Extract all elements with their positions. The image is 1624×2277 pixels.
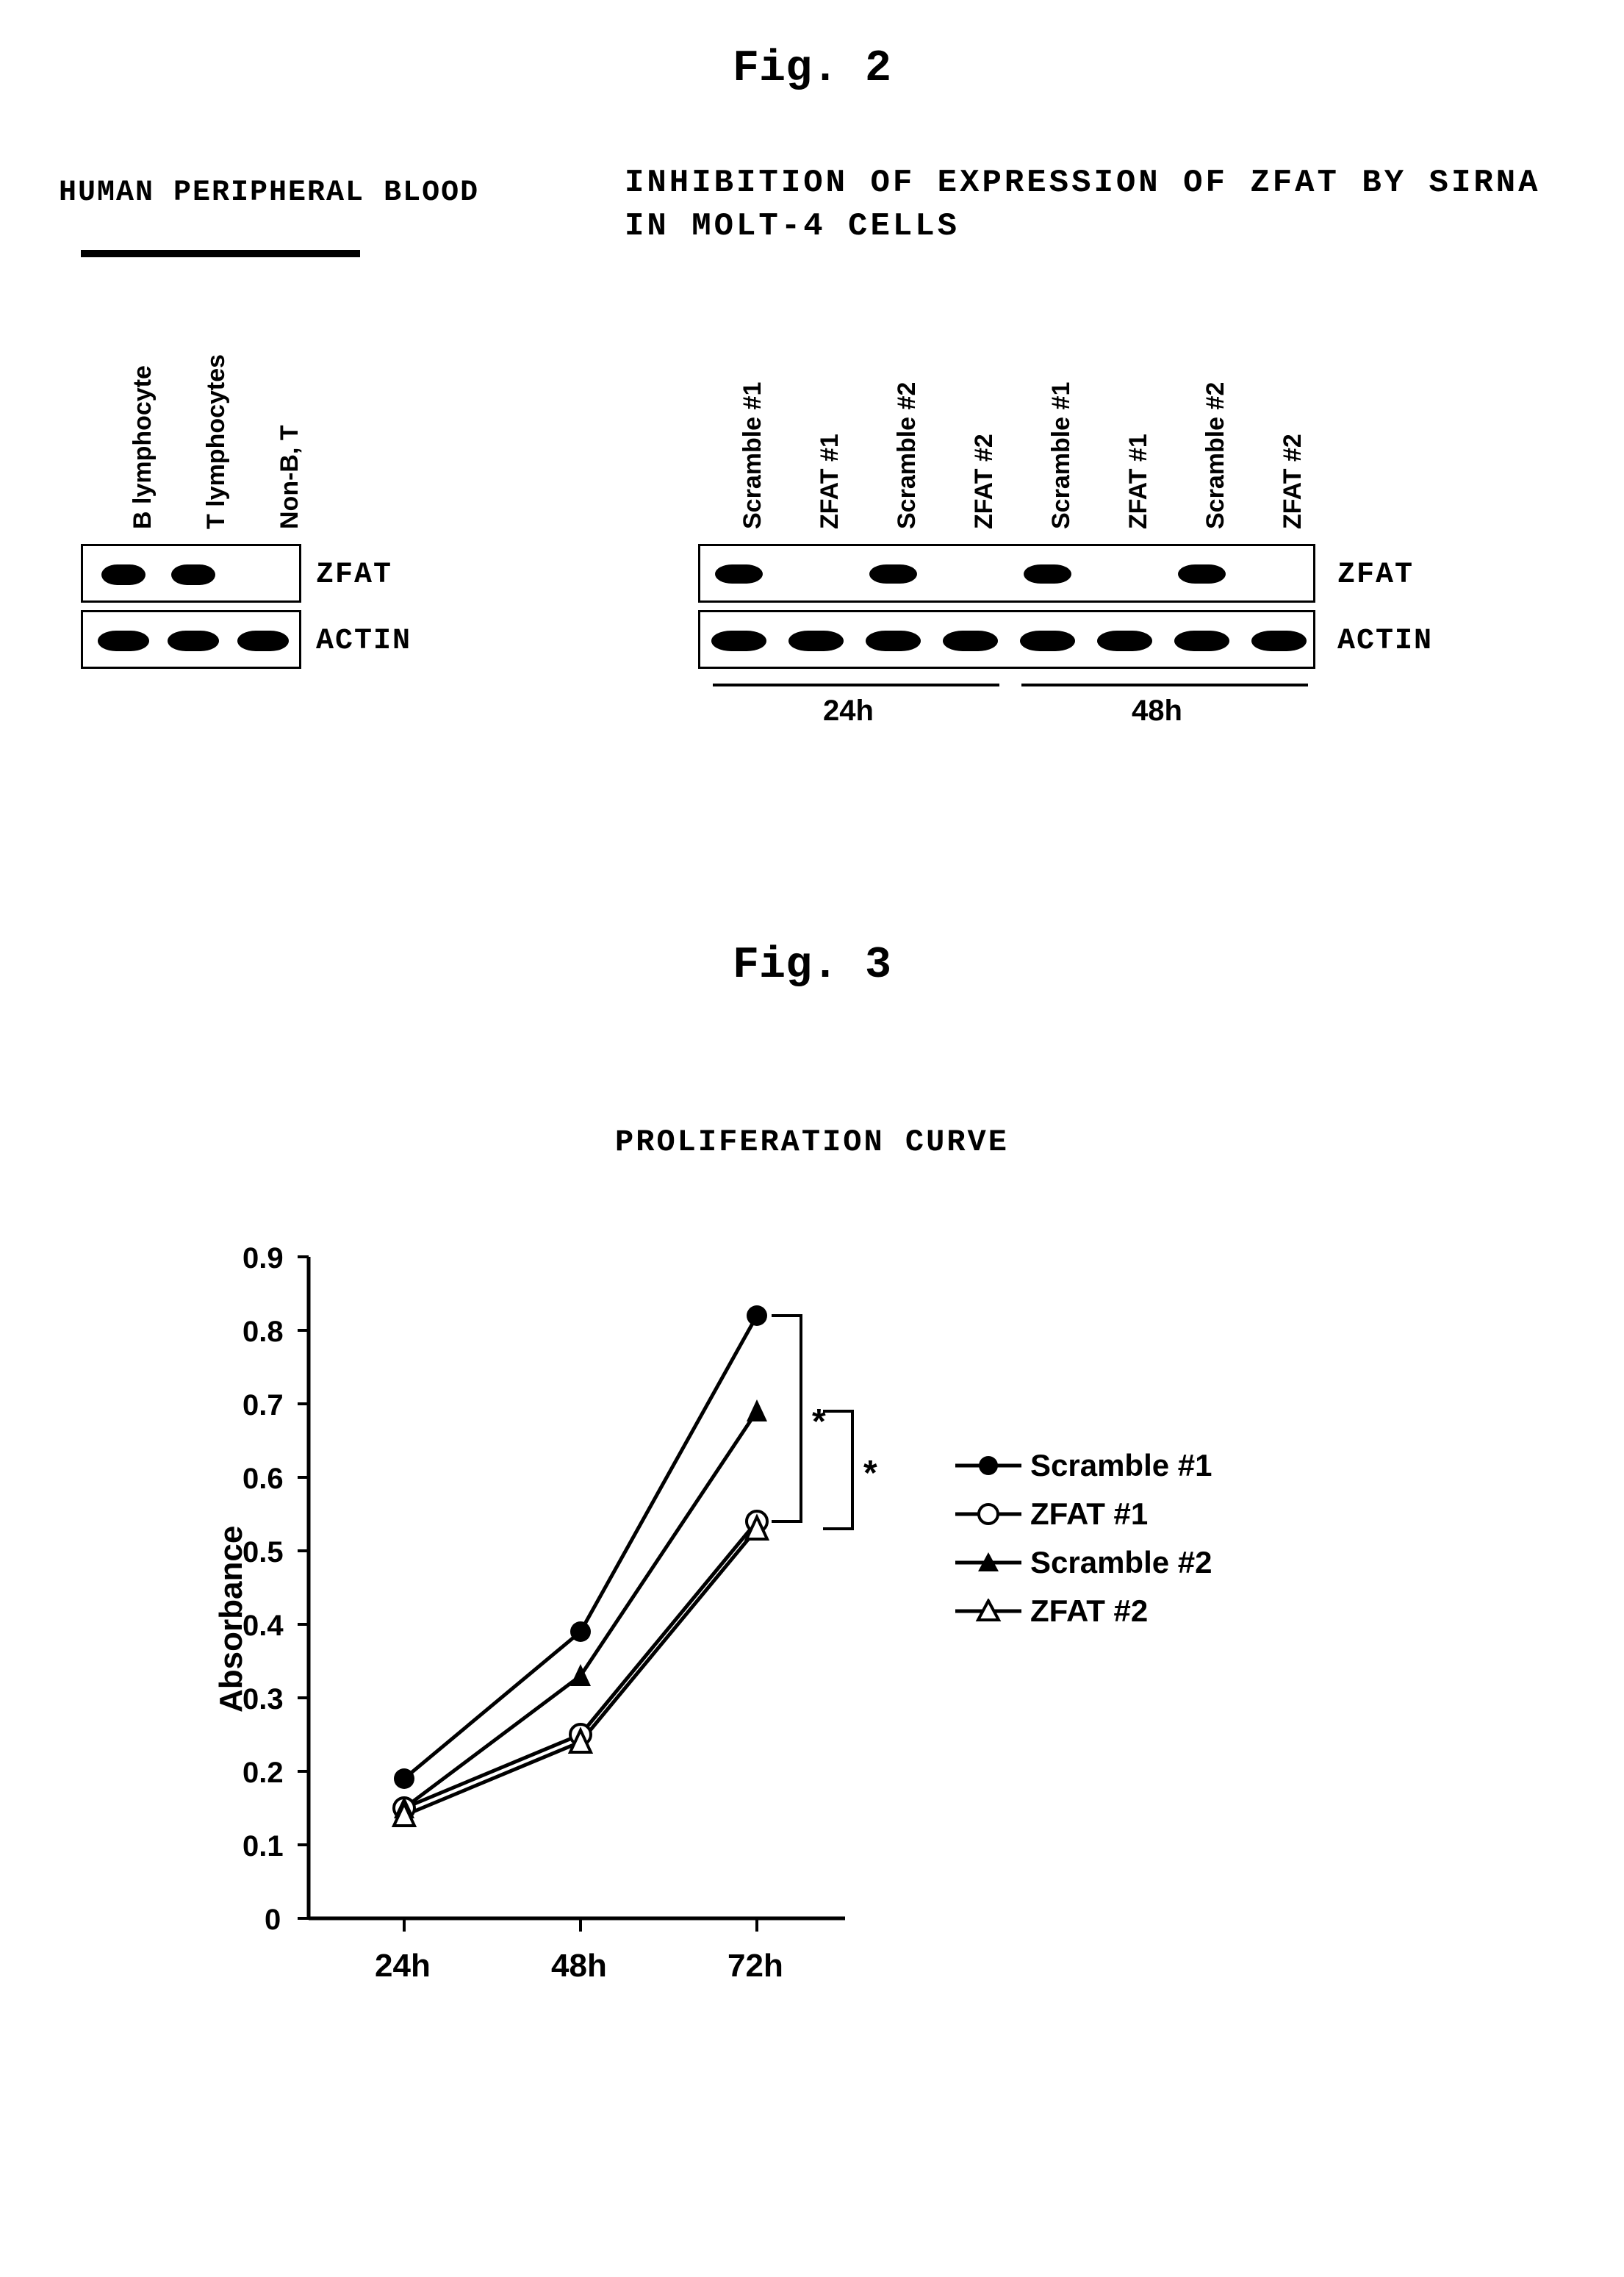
fig3-label: Fig. 3 [0, 941, 1624, 991]
legend-label: ZFAT #1 [1030, 1496, 1148, 1532]
blot-band [1020, 631, 1075, 651]
blot-band [1174, 631, 1229, 651]
fig2-right-actin-label: ACTIN [1337, 625, 1433, 658]
blot-band [869, 564, 917, 584]
ytick-1: 0.1 [242, 1830, 284, 1863]
ytick-0: 0 [265, 1904, 281, 1937]
ytick-6: 0.6 [242, 1463, 284, 1496]
fig2-time-2: 48h [1132, 695, 1182, 728]
blot-band [711, 631, 766, 651]
fig2-left-title: HUMAN PERIPHERAL BLOOD [59, 176, 479, 209]
legend-item-1: ZFAT #1 [955, 1496, 1212, 1532]
legend-marker-triangle-filled [955, 1550, 1021, 1575]
blot-band [788, 631, 844, 651]
blot-band [1178, 564, 1226, 584]
blot-band [1097, 631, 1152, 651]
fig2-right-zfat-label: ZFAT [1337, 559, 1414, 592]
fig3-legend: Scramble #1 ZFAT #1 Scramble #2 ZFAT #2 [955, 1448, 1212, 1642]
legend-item-0: Scramble #1 [955, 1448, 1212, 1483]
fig2-time-line-2 [1021, 684, 1308, 686]
fig2-right-actin-box [698, 610, 1315, 669]
fig2-left-actin-label: ACTIN [316, 625, 412, 658]
blot-band [1251, 631, 1307, 651]
ytick-9: 0.9 [242, 1242, 284, 1275]
fig2-left-lane-0: B lymphocyte [129, 365, 157, 529]
legend-item-3: ZFAT #2 [955, 1593, 1212, 1629]
fig2-left-zfat-label: ZFAT [316, 559, 392, 592]
fig2-right-title-text: INHIBITION OF EXPRESSION OF ZFAT BY SIRN… [625, 165, 1541, 245]
legend-label: ZFAT #2 [1030, 1593, 1148, 1629]
fig3-chart-svg: * * [184, 1213, 919, 1984]
fig2-right-lane-1: ZFAT #1 [816, 434, 844, 529]
fig2-right-lane-3: ZFAT #2 [970, 434, 999, 529]
fig2-left-lane-2: Non-B, T [276, 425, 304, 529]
xtick-2: 72h [727, 1948, 783, 1984]
legend-label: Scramble #2 [1030, 1545, 1212, 1580]
fig2-right-lane-2: Scramble #2 [893, 382, 921, 529]
blot-band [98, 631, 149, 651]
blot-band [1024, 564, 1071, 584]
fig2-left-lane-1: T lymphocytes [202, 354, 231, 529]
fig2-right-lane-0: Scramble #1 [739, 382, 767, 529]
xtick-1: 48h [551, 1948, 607, 1984]
svg-text:*: * [863, 1454, 877, 1493]
legend-marker-triangle-open [955, 1599, 1021, 1624]
fig2-left-zfat-box [81, 544, 301, 603]
svg-text:*: * [812, 1402, 826, 1441]
fig2-right-lane-4: Scramble #1 [1047, 382, 1076, 529]
fig3-chart-title: PROLIFERATION CURVE [0, 1125, 1624, 1160]
ytick-7: 0.7 [242, 1389, 284, 1422]
fig2-left-bar [81, 250, 360, 257]
fig2-time-line-1 [713, 684, 999, 686]
blot-band [866, 631, 921, 651]
blot-band [715, 564, 763, 584]
blot-band [101, 564, 145, 585]
fig3-ylabel: Absorbance [213, 1526, 250, 1713]
legend-marker-circle-open [955, 1503, 1021, 1525]
fig2-right-lane-5: ZFAT #1 [1124, 434, 1153, 529]
fig2-right-lane-6: Scramble #2 [1201, 382, 1230, 529]
fig2-right-lane-7: ZFAT #2 [1279, 434, 1307, 529]
blot-band [943, 631, 998, 651]
fig2-label: Fig. 2 [0, 44, 1624, 94]
fig2-right-title-line: INHIBITION OF EXPRESSION OF ZFAT BY SIRN… [625, 162, 1580, 249]
fig2-left-actin-box [81, 610, 301, 669]
legend-marker-circle-filled [955, 1455, 1021, 1477]
xtick-0: 24h [375, 1948, 431, 1984]
fig2-time-1: 24h [823, 695, 874, 728]
legend-item-2: Scramble #2 [955, 1545, 1212, 1580]
ytick-2: 0.2 [242, 1757, 284, 1790]
ytick-8: 0.8 [242, 1316, 284, 1349]
blot-band [168, 631, 219, 651]
legend-label: Scramble #1 [1030, 1448, 1212, 1483]
blot-band [237, 631, 289, 651]
blot-band [171, 564, 215, 585]
fig2-right-zfat-box [698, 544, 1315, 603]
